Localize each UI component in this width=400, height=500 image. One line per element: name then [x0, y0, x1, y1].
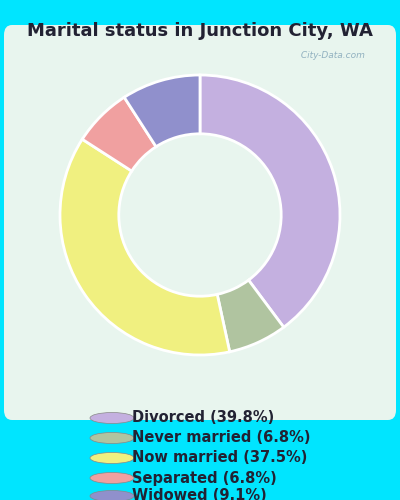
Text: Now married (37.5%): Now married (37.5%)	[132, 450, 307, 466]
Wedge shape	[82, 98, 156, 171]
Circle shape	[90, 472, 134, 484]
Wedge shape	[124, 75, 200, 146]
Wedge shape	[200, 75, 340, 327]
Text: Never married (6.8%): Never married (6.8%)	[132, 430, 310, 446]
Text: Marital status in Junction City, WA: Marital status in Junction City, WA	[27, 22, 373, 40]
Circle shape	[90, 432, 134, 444]
Circle shape	[90, 452, 134, 464]
Text: Divorced (39.8%): Divorced (39.8%)	[132, 410, 274, 426]
FancyBboxPatch shape	[4, 25, 396, 420]
Circle shape	[90, 490, 134, 500]
Text: Widowed (9.1%): Widowed (9.1%)	[132, 488, 267, 500]
Wedge shape	[60, 139, 230, 355]
Text: Separated (6.8%): Separated (6.8%)	[132, 470, 277, 486]
Circle shape	[90, 412, 134, 424]
Text: City-Data.com: City-Data.com	[298, 50, 364, 59]
Wedge shape	[217, 280, 284, 352]
